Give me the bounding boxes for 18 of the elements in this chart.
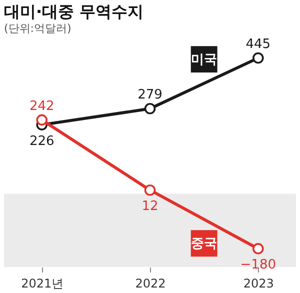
point [144,103,156,114]
data-label: 445 [246,37,271,52]
point [252,243,264,254]
x-tick-label: 2021년 [21,276,64,290]
chart-title: 대미·대중 무역수지 [4,2,144,21]
chart-subtitle: (단위:억달러) [4,22,72,35]
series-label: 중국 [191,236,218,252]
point [144,184,156,196]
point [36,114,48,126]
x-tick-label: 2023 [243,276,274,290]
data-label: 226 [29,134,54,149]
data-label: −180 [240,258,276,273]
series-label: 미국 [191,52,218,68]
data-label: 242 [29,98,54,114]
data-label: 12 [142,199,158,214]
x-tick-label: 2022 [135,276,166,290]
data-label: 279 [138,88,162,103]
point [252,52,264,64]
